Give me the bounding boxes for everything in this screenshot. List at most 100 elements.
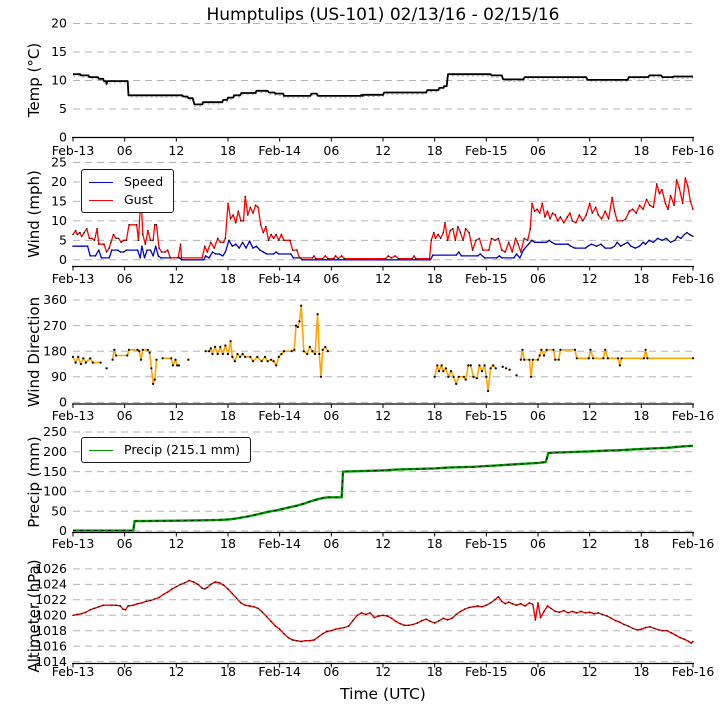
- svg-text:Feb-15: Feb-15: [465, 143, 508, 158]
- svg-text:12: 12: [582, 664, 598, 679]
- svg-text:20: 20: [51, 174, 67, 189]
- precip-legend-label: Precip (215.1 mm): [124, 442, 240, 457]
- x-axis-label: Time (UTC): [340, 685, 426, 703]
- series-wind-direction: [433, 364, 497, 392]
- svg-text:Feb-16: Feb-16: [672, 536, 715, 551]
- svg-text:Feb-13: Feb-13: [52, 143, 95, 158]
- svg-text:06: 06: [117, 664, 133, 679]
- svg-text:1026: 1026: [35, 561, 67, 576]
- wind-legend: Speed Gust: [81, 169, 175, 213]
- svg-text:150: 150: [43, 464, 67, 479]
- svg-text:12: 12: [168, 536, 184, 551]
- svg-text:12: 12: [582, 143, 598, 158]
- svg-text:10: 10: [51, 213, 67, 228]
- y-axis-label-wind-direction: Wind Direction: [25, 296, 43, 408]
- svg-text:Feb-14: Feb-14: [258, 408, 301, 423]
- wind-legend-row-gust: Gust: [89, 191, 163, 209]
- svg-text:06: 06: [323, 664, 339, 679]
- svg-text:100: 100: [43, 484, 67, 499]
- svg-text:06: 06: [117, 408, 133, 423]
- svg-text:18: 18: [427, 664, 443, 679]
- svg-text:12: 12: [582, 536, 598, 551]
- svg-text:18: 18: [633, 664, 649, 679]
- svg-text:Feb-15: Feb-15: [465, 408, 508, 423]
- svg-text:Feb-13: Feb-13: [52, 271, 95, 286]
- series-wind-direction: [111, 348, 158, 385]
- y-axis-label-altimeter: Altimeter (hPa): [25, 559, 43, 673]
- series-altimeter: [72, 579, 694, 644]
- svg-text:20: 20: [51, 16, 67, 31]
- svg-text:180: 180: [43, 343, 67, 358]
- svg-text:10: 10: [51, 73, 67, 88]
- svg-text:06: 06: [117, 536, 133, 551]
- svg-text:0: 0: [59, 523, 67, 538]
- svg-text:12: 12: [168, 408, 184, 423]
- svg-text:06: 06: [530, 664, 546, 679]
- svg-text:200: 200: [43, 444, 67, 459]
- svg-text:1018: 1018: [35, 623, 67, 638]
- svg-text:1022: 1022: [35, 592, 67, 607]
- svg-text:Feb-16: Feb-16: [672, 271, 715, 286]
- svg-text:06: 06: [530, 408, 546, 423]
- svg-text:1024: 1024: [35, 577, 67, 592]
- svg-text:06: 06: [530, 536, 546, 551]
- svg-text:18: 18: [633, 271, 649, 286]
- svg-text:Feb-15: Feb-15: [465, 271, 508, 286]
- svg-text:12: 12: [168, 271, 184, 286]
- series-wind-direction: [520, 348, 693, 378]
- svg-text:06: 06: [117, 271, 133, 286]
- y-axis-label-temp: Temp (°C): [25, 42, 43, 118]
- svg-text:06: 06: [117, 143, 133, 158]
- svg-text:Feb-13: Feb-13: [52, 664, 95, 679]
- svg-text:360: 360: [43, 292, 67, 307]
- svg-text:90: 90: [51, 369, 67, 384]
- svg-text:15: 15: [51, 194, 67, 209]
- svg-text:18: 18: [220, 536, 236, 551]
- svg-text:12: 12: [375, 536, 391, 551]
- svg-text:18: 18: [427, 143, 443, 158]
- svg-text:Feb-14: Feb-14: [258, 143, 301, 158]
- svg-text:12: 12: [375, 664, 391, 679]
- svg-text:12: 12: [168, 664, 184, 679]
- svg-text:50: 50: [51, 503, 67, 518]
- svg-text:Feb-16: Feb-16: [672, 664, 715, 679]
- y-axis-label-precip: Precip (mm): [25, 436, 43, 528]
- precip-line-swatch: [89, 449, 113, 451]
- svg-text:1016: 1016: [35, 638, 67, 653]
- svg-text:Feb-14: Feb-14: [258, 664, 301, 679]
- svg-text:0: 0: [59, 252, 67, 267]
- svg-text:06: 06: [530, 143, 546, 158]
- svg-text:15: 15: [51, 44, 67, 59]
- svg-text:18: 18: [427, 271, 443, 286]
- svg-text:25: 25: [51, 155, 67, 170]
- precip-legend: Precip (215.1 mm): [81, 437, 251, 463]
- svg-text:Feb-16: Feb-16: [672, 408, 715, 423]
- svg-text:Feb-13: Feb-13: [52, 408, 95, 423]
- svg-text:Feb-16: Feb-16: [672, 143, 715, 158]
- svg-text:12: 12: [582, 408, 598, 423]
- svg-text:18: 18: [220, 408, 236, 423]
- svg-text:5: 5: [59, 101, 67, 116]
- svg-text:0: 0: [59, 130, 67, 145]
- svg-text:06: 06: [323, 536, 339, 551]
- svg-text:12: 12: [375, 408, 391, 423]
- svg-text:12: 12: [375, 143, 391, 158]
- svg-text:270: 270: [43, 318, 67, 333]
- svg-text:1020: 1020: [35, 607, 67, 622]
- svg-text:06: 06: [323, 271, 339, 286]
- svg-text:12: 12: [168, 143, 184, 158]
- series-speed: [73, 231, 694, 261]
- svg-text:5: 5: [59, 233, 67, 248]
- svg-text:Feb-15: Feb-15: [465, 664, 508, 679]
- svg-text:18: 18: [633, 536, 649, 551]
- svg-text:06: 06: [530, 271, 546, 286]
- svg-text:18: 18: [220, 143, 236, 158]
- svg-text:Feb-14: Feb-14: [258, 536, 301, 551]
- precip-legend-row: Precip (215.1 mm): [89, 441, 240, 459]
- svg-text:18: 18: [427, 408, 443, 423]
- svg-text:12: 12: [582, 271, 598, 286]
- svg-text:18: 18: [220, 271, 236, 286]
- svg-text:12: 12: [375, 271, 391, 286]
- wind-legend-row-speed: Speed: [89, 173, 163, 191]
